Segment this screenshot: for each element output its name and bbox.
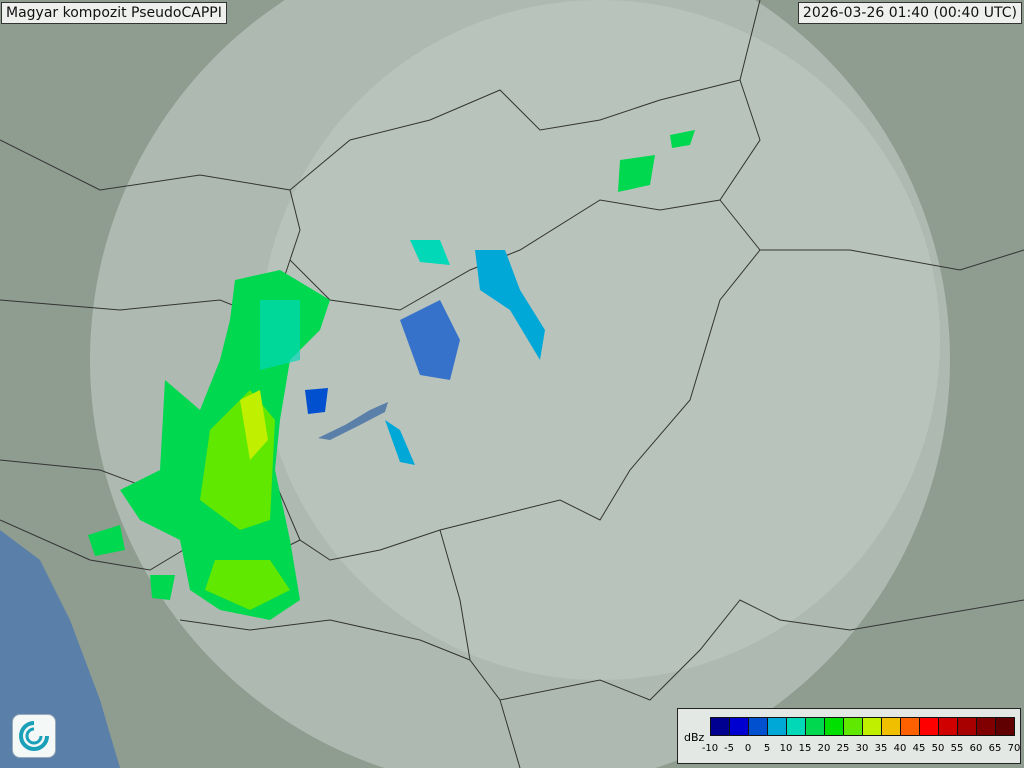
legend-swatch [977,718,996,735]
legend-tick-label: 30 [855,743,869,754]
legend-color-bar [710,717,1015,736]
legend-swatch [806,718,825,735]
legend-swatch [996,718,1014,735]
legend-swatch [939,718,958,735]
radar-coverage-inner [260,0,940,680]
legend-tick-label: 20 [817,743,831,754]
legend-ticks: -10 -5 0 5 10 15 20 25 30 35 40 45 50 55 60 65 70 [698,743,1024,757]
legend-tick-label: 60 [969,743,983,754]
legend-swatch [901,718,920,735]
legend-tick-label: 10 [779,743,793,754]
legend-swatch [768,718,787,735]
legend-tick-label: 35 [874,743,888,754]
legend-swatch [787,718,806,735]
legend-swatch [711,718,730,735]
sea-adriatic [0,530,120,768]
legend-swatch [730,718,749,735]
legend-tick-label: 5 [763,743,771,754]
legend-tick-label: 70 [1007,743,1021,754]
map-title: Magyar kompozit PseudoCAPPI [1,2,227,24]
legend-swatch [844,718,863,735]
legend-swatch [882,718,901,735]
legend-tick-label: -5 [724,743,734,754]
dbz-legend: dBz -10 -5 0 5 10 15 20 25 30 35 40 45 50 55 60 65 70 [677,708,1021,764]
legend-tick-label: 25 [836,743,850,754]
legend-swatch [920,718,939,735]
radar-coverage [90,0,950,768]
legend-swatch [958,718,977,735]
lake-balaton [318,402,388,440]
legend-unit: dBz [684,731,705,744]
timestamp: 2026-03-26 01:40 (00:40 UTC) [797,2,1022,24]
legend-tick-label: 0 [744,743,752,754]
legend-tick-label: 65 [988,743,1002,754]
legend-swatch [825,718,844,735]
swirl-logo-icon [12,714,56,758]
legend-tick-label: 50 [931,743,945,754]
rain-echoes [88,130,695,620]
legend-swatch [863,718,882,735]
legend-tick-label: -10 [701,743,719,754]
legend-tick-label: 45 [912,743,926,754]
legend-tick-label: 55 [950,743,964,754]
legend-swatch [749,718,768,735]
legend-tick-label: 40 [893,743,907,754]
legend-tick-label: 15 [798,743,812,754]
